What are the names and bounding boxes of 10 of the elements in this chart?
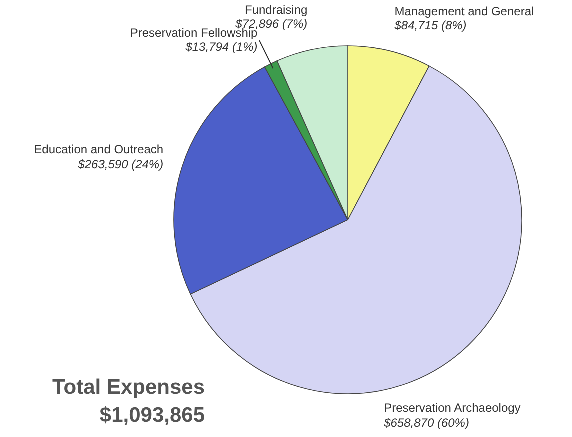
- data-label: $263,590 (24%): [77, 158, 164, 172]
- slice-label: Education and Outreach: [34, 142, 164, 157]
- data-label: $658,870 (60%): [383, 416, 470, 430]
- text: Total Expenses: [52, 376, 205, 399]
- data-label: $13,794 (1%): [184, 40, 258, 54]
- text: $1,093,865: [100, 404, 206, 427]
- data-label: $84,715 (8%): [394, 18, 467, 33]
- slice-label: Management and General: [394, 4, 534, 19]
- slice-label: Fundraising: [244, 3, 308, 18]
- slice-label: Preservation Archaeology: [384, 401, 521, 415]
